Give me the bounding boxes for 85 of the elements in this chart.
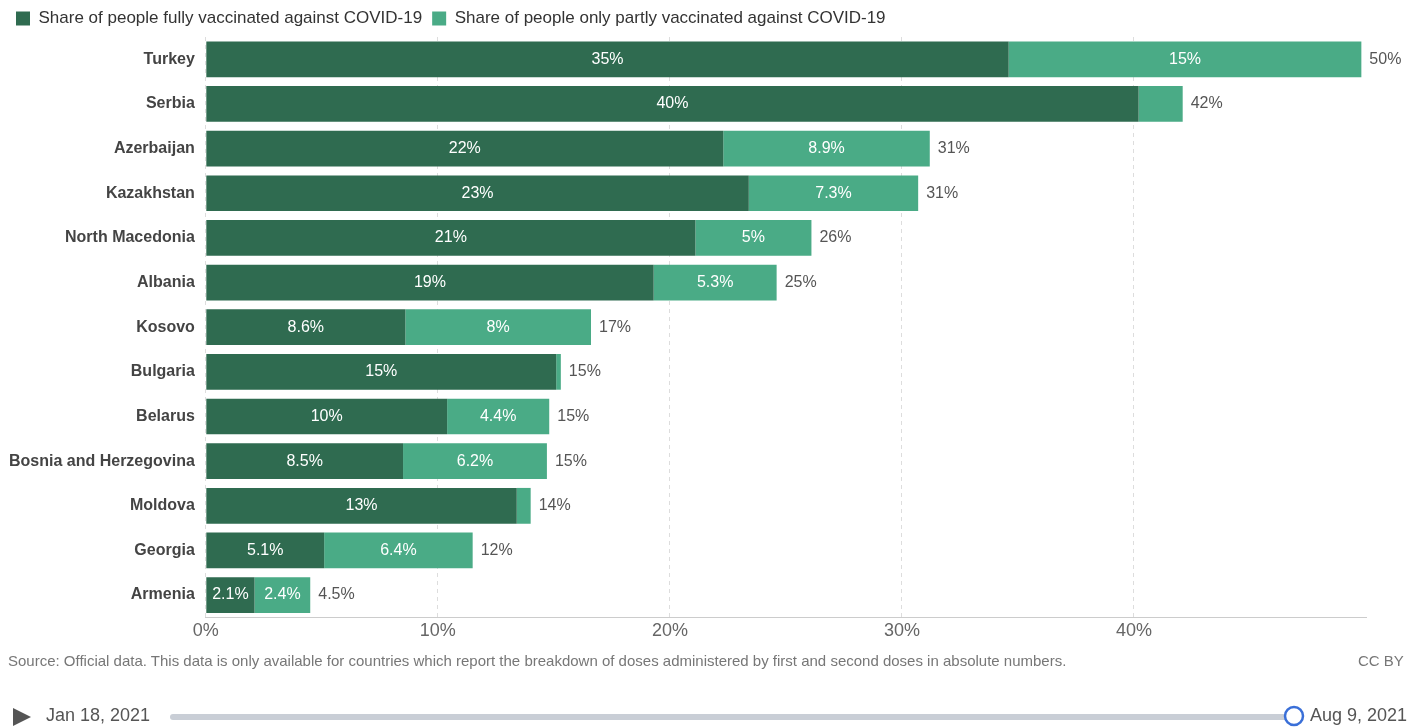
bar xyxy=(405,309,591,346)
data-label: 13% xyxy=(345,496,378,514)
bar xyxy=(206,86,1139,122)
y-tick-label: Kazakhstan xyxy=(105,183,195,201)
bar xyxy=(206,220,696,256)
y-tick-label: Kosovo xyxy=(136,317,196,335)
bar xyxy=(403,443,547,479)
bar xyxy=(1008,41,1362,78)
data-label: 6.4% xyxy=(380,540,417,558)
bar xyxy=(748,175,919,212)
legend-label: Share of people only partly vaccinated against COVID-19 xyxy=(454,8,886,28)
data-label: 4.4% xyxy=(479,406,517,424)
total-label: 14% xyxy=(538,496,571,514)
data-label: 5% xyxy=(741,228,765,246)
total-label: 17% xyxy=(599,317,632,335)
data-label: 35% xyxy=(591,49,624,67)
y-tick-label: Moldova xyxy=(129,496,195,514)
data-label: 5.3% xyxy=(696,272,734,290)
source-note: Source: Official data. This data is only available for countries which report the breakdown of doses administered by first and second doses in absolute numbers. xyxy=(8,652,1068,670)
bar xyxy=(516,487,531,524)
data-label: 5.1% xyxy=(247,540,284,558)
x-tick-label: 20% xyxy=(651,620,688,641)
bar xyxy=(206,398,448,435)
legend-label: Share of people fully vaccinated against COVID-19 xyxy=(38,8,423,28)
data-label: 40% xyxy=(656,94,689,112)
total-label: 25% xyxy=(784,272,817,290)
total-label: 31% xyxy=(926,183,959,201)
bar xyxy=(206,443,404,479)
bar xyxy=(1138,86,1183,122)
total-label: 31% xyxy=(937,139,970,157)
data-label: 23% xyxy=(461,183,494,201)
x-tick-label: 40% xyxy=(1115,620,1152,641)
y-tick-label: Serbia xyxy=(145,94,195,112)
total-label: 15% xyxy=(557,406,590,424)
y-tick-label: Turkey xyxy=(143,49,195,67)
text: Aug 9, 2021 xyxy=(1310,705,1408,726)
data-label: 8.6% xyxy=(287,317,325,335)
total-label: 26% xyxy=(819,228,852,246)
y-tick-label: Belarus xyxy=(136,406,195,424)
data-label: 15% xyxy=(365,362,398,380)
y-tick-label: North Macedonia xyxy=(65,228,195,246)
total-label: 15% xyxy=(568,362,601,380)
total-label: 42% xyxy=(1190,94,1223,112)
data-label: 2.4% xyxy=(264,585,301,603)
bar xyxy=(206,130,724,167)
total-label: 4.5% xyxy=(318,585,355,603)
data-label: 22% xyxy=(448,139,481,157)
bar xyxy=(653,264,777,301)
bar xyxy=(324,532,473,569)
bar xyxy=(206,175,749,212)
bar xyxy=(206,532,325,569)
bar xyxy=(206,577,255,613)
data-label: 10% xyxy=(310,406,343,424)
text: Jan 18, 2021 xyxy=(46,705,151,726)
bar xyxy=(556,353,561,390)
y-tick-label: Bosnia and Herzegovina xyxy=(8,451,195,469)
y-tick-label: Georgia xyxy=(134,540,195,558)
bar xyxy=(723,130,930,167)
bar xyxy=(206,264,654,301)
data-label: 21% xyxy=(434,228,467,246)
y-tick-label: Albania xyxy=(137,272,195,290)
data-label: 2.1% xyxy=(212,585,249,603)
data-label: 6.2% xyxy=(456,451,494,469)
y-tick-label: Armenia xyxy=(130,585,195,603)
data-label: 8% xyxy=(486,317,510,335)
data-label: 7.3% xyxy=(815,183,852,201)
data-label: 19% xyxy=(413,272,446,290)
total-label: 12% xyxy=(480,540,513,558)
total-label: 50% xyxy=(1369,49,1402,67)
y-tick-label: Azerbaijan xyxy=(113,139,195,157)
text: CC BY xyxy=(1358,652,1404,670)
x-tick-label: 10% xyxy=(419,620,456,641)
bar xyxy=(206,309,406,346)
x-tick-label: 0% xyxy=(192,620,219,641)
y-tick-label: Bulgaria xyxy=(130,362,195,380)
bar xyxy=(206,41,1009,78)
data-label: 8.9% xyxy=(808,139,845,157)
total-label: 15% xyxy=(554,451,587,469)
data-label: 8.5% xyxy=(286,451,323,469)
x-tick-label: 30% xyxy=(883,620,920,641)
data-label: 15% xyxy=(1169,49,1202,67)
bar xyxy=(447,398,550,435)
bar xyxy=(695,220,812,256)
bar xyxy=(206,487,517,524)
bar xyxy=(206,353,557,390)
